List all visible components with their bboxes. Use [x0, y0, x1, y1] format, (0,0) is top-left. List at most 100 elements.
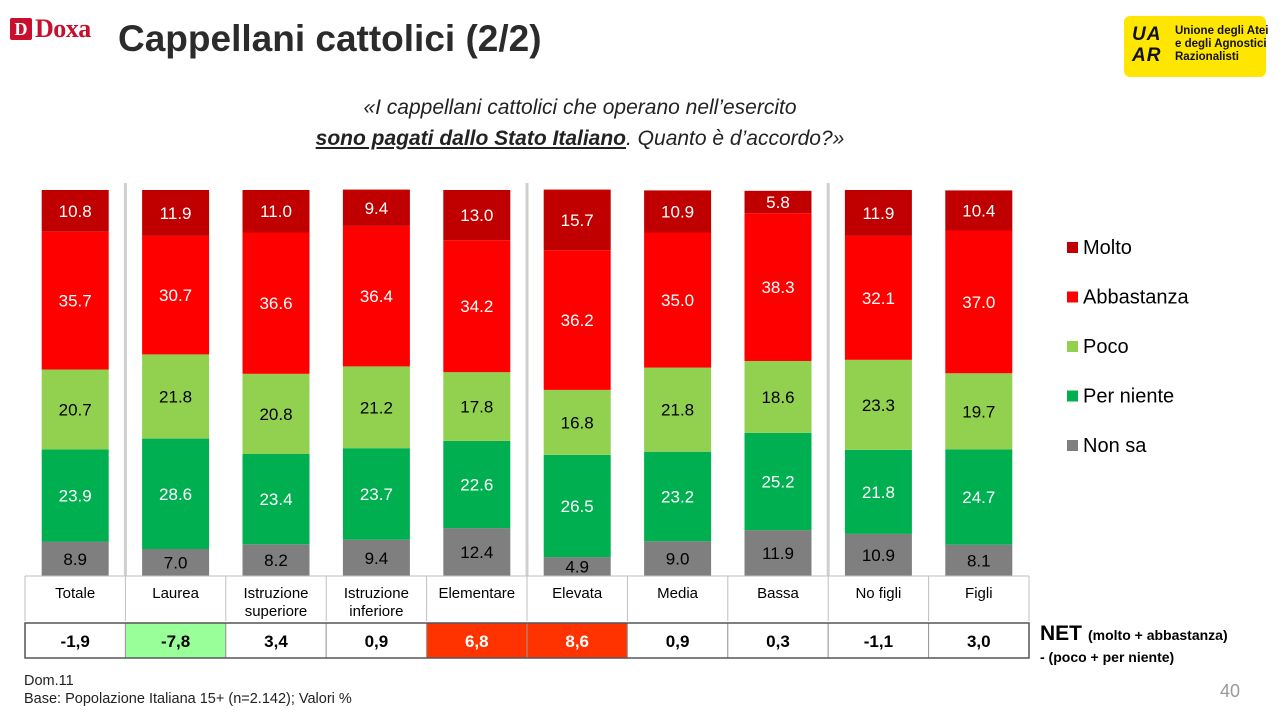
- bar-non-sa-2: [142, 549, 210, 576]
- question-line2: sono pagati dallo Stato Italiano. Quanto…: [200, 127, 960, 151]
- bar-poco-5: [443, 372, 511, 441]
- data-label: 37.0: [962, 293, 995, 312]
- data-label: 4.9: [565, 558, 589, 577]
- data-label: 21.8: [661, 401, 694, 420]
- bar-poco-1: [41, 369, 109, 450]
- bar-poco-2: [142, 354, 210, 439]
- data-label: 23.2: [661, 488, 694, 507]
- data-label: 20.7: [59, 400, 92, 419]
- bar-per-niente-2: [142, 438, 210, 549]
- data-label: 12.4: [460, 543, 493, 562]
- bar-abbastanza-7: [644, 232, 712, 368]
- uaar-mark-line1: UA: [1132, 24, 1162, 45]
- data-label: 5.8: [766, 193, 790, 212]
- category-label: inferiore: [349, 603, 403, 620]
- bar-per-niente-3: [242, 454, 310, 545]
- uaar-logo-text: Unione degli Atei e degli Agnostici Razi…: [1175, 25, 1269, 64]
- category-label: Elementare: [438, 585, 515, 602]
- bar-abbastanza-10: [945, 230, 1013, 374]
- data-label: 20.8: [259, 405, 292, 424]
- data-label: 10.4: [962, 202, 995, 221]
- question-emphasis: sono pagati dallo Stato Italiano: [315, 127, 627, 150]
- net-cell: [827, 622, 930, 659]
- doxa-logo-text: Doxa: [35, 14, 91, 43]
- data-label: 21.2: [360, 398, 393, 417]
- data-label: 30.7: [159, 286, 192, 305]
- uaar-line1: Unione degli Atei: [1175, 25, 1269, 37]
- footer-base: Base: Popolazione Italiana 15+ (n=2.142)…: [24, 691, 352, 707]
- legend-swatch-non-sa: [1067, 440, 1078, 451]
- bar-per-niente-8: [744, 432, 812, 531]
- data-label: 10.9: [862, 546, 895, 565]
- bar-molto-9: [844, 190, 912, 236]
- bar-per-niente-4: [342, 448, 410, 540]
- legend-swatch-poco: [1067, 341, 1078, 352]
- legend-label-abbastanza: Abbastanza: [1083, 287, 1190, 309]
- uaar-mark-line2: AR: [1132, 45, 1162, 66]
- bar-molto-3: [242, 190, 310, 233]
- category-label: Istruzione: [243, 585, 308, 602]
- net-value: 0,9: [365, 632, 389, 651]
- net-value: 8,6: [565, 632, 589, 651]
- data-label: 17.8: [460, 398, 493, 417]
- bar-abbastanza-2: [142, 235, 210, 355]
- net-label-formula-2: - (poco + per niente): [1040, 649, 1174, 665]
- net-value: -1,1: [864, 632, 893, 651]
- data-label: 23.9: [59, 487, 92, 506]
- data-label: 36.4: [360, 287, 393, 306]
- data-label: 38.3: [761, 278, 794, 297]
- bar-non-sa-6: [543, 557, 611, 576]
- uaar-logo-mark: UA AR: [1132, 24, 1168, 66]
- net-cell: [24, 622, 126, 659]
- legend-label-per-niente: Per niente: [1083, 386, 1174, 408]
- bar-poco-3: [242, 373, 310, 454]
- legend-swatch-per-niente: [1067, 390, 1078, 402]
- data-label: 19.7: [962, 402, 995, 421]
- category-label: Elevata: [552, 585, 603, 602]
- bar-abbastanza-4: [342, 225, 410, 367]
- bar-per-niente-5: [443, 440, 511, 529]
- data-label: 11.0: [260, 202, 292, 221]
- data-label: 8.1: [967, 551, 991, 570]
- category-label: No figli: [855, 585, 901, 602]
- data-label: 23.3: [862, 396, 895, 415]
- legend-label-non-sa: Non sa: [1083, 435, 1147, 457]
- data-label: 22.6: [460, 476, 493, 495]
- data-label: 25.2: [761, 472, 794, 491]
- bar-per-niente-7: [644, 451, 712, 542]
- legend-swatch-abbastanza: [1067, 291, 1078, 303]
- bar-abbastanza-5: [443, 240, 511, 373]
- bar-non-sa-9: [844, 533, 912, 576]
- data-label: 8.9: [63, 550, 87, 569]
- net-cell: [626, 622, 729, 659]
- doxa-logo-mark: D: [10, 18, 32, 40]
- data-label: 23.7: [360, 485, 393, 504]
- data-label: 9.4: [365, 199, 389, 218]
- bar-per-niente-10: [945, 449, 1013, 545]
- doxa-logo: D Doxa: [10, 14, 91, 44]
- net-value: 3,0: [967, 632, 991, 651]
- data-label: 9.4: [365, 549, 389, 568]
- data-label: 11.9: [862, 204, 894, 223]
- bar-non-sa-7: [644, 541, 712, 576]
- category-label: superiore: [245, 603, 308, 620]
- category-label: Bassa: [757, 585, 799, 602]
- category-label: Media: [657, 585, 699, 602]
- page-title: Cappellani cattolici (2/2): [118, 18, 542, 59]
- legend-label-poco: Poco: [1083, 336, 1129, 358]
- net-value: 3,4: [264, 632, 288, 651]
- legend-swatch-molto: [1067, 242, 1078, 253]
- bar-poco-6: [543, 389, 611, 455]
- category-label: Totale: [55, 585, 95, 602]
- data-label: 11.9: [762, 544, 794, 563]
- page-number: 40: [1220, 681, 1241, 701]
- bar-poco-10: [945, 373, 1013, 450]
- bar-poco-4: [342, 366, 410, 449]
- bar-poco-7: [644, 367, 712, 452]
- data-label: 16.8: [561, 413, 594, 432]
- net-value: -7,8: [161, 632, 190, 651]
- data-label: 36.6: [259, 294, 292, 313]
- question-line2-rest: . Quanto è d’accordo?»: [626, 127, 845, 150]
- data-label: 32.1: [862, 289, 895, 308]
- bar-molto-6: [543, 189, 611, 251]
